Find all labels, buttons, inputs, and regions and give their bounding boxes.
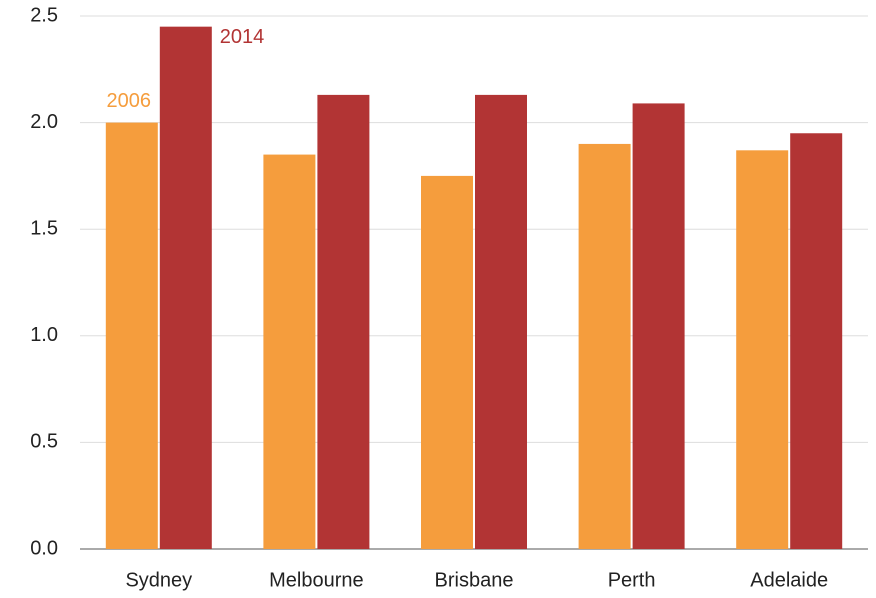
y-tick-label: 0.0 [30,537,58,559]
bar [475,94,527,549]
y-tick-label: 1.5 [30,217,58,239]
bar [105,122,158,549]
series-label: 2014 [220,26,264,48]
x-tick-label: Adelaide [750,569,828,591]
bar [317,94,370,549]
series-label: 2006 [107,90,152,112]
bar [736,150,789,550]
x-tick-label: Perth [608,569,656,591]
x-tick-label: Melbourne [269,569,364,591]
y-tick-label: 0.5 [30,431,58,453]
y-tick-label: 2.5 [30,4,58,26]
bar [263,154,316,549]
bar [790,133,843,549]
x-tick-label: Sydney [125,569,192,591]
y-tick-label: 2.0 [30,111,58,133]
bar [632,103,685,550]
x-tick-label: Brisbane [435,569,514,591]
bar [421,175,473,549]
bar [578,143,631,550]
bar [159,26,212,550]
y-tick-label: 1.0 [30,324,58,346]
